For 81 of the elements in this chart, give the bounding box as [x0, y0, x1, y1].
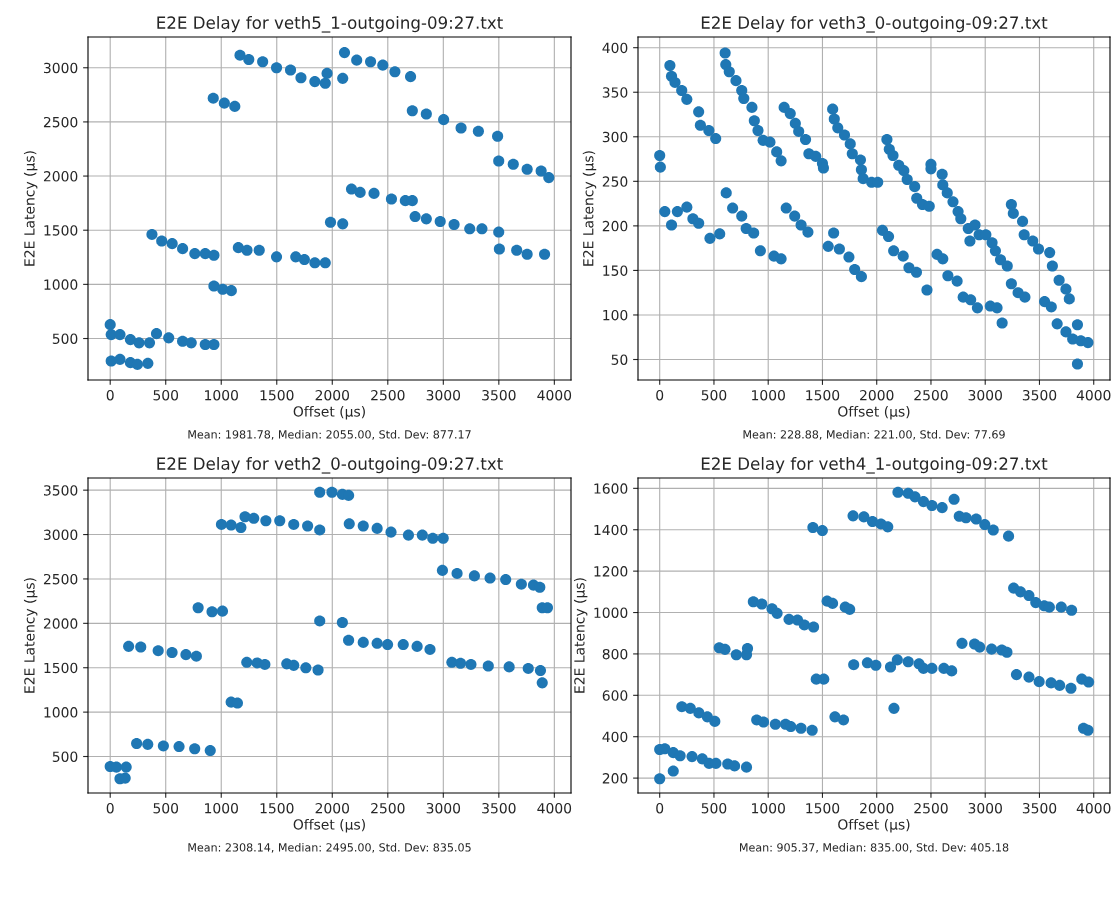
x-tick-label: 4000	[1076, 802, 1111, 814]
x-tick-label: 2500	[914, 802, 948, 814]
x-tick-label: 1000	[205, 389, 238, 401]
x-tick-label: 2000	[315, 802, 350, 814]
x-tick-label: 0	[656, 802, 664, 814]
x-tick-label: 4000	[1076, 389, 1111, 401]
x-tick-label: 500	[153, 389, 179, 401]
text: Mean: 1981.78, Median: 2055.00, Std. Dev: 877.17	[188, 430, 471, 440]
x-tick-label: 1500	[260, 389, 294, 401]
y-tick-label: 1000	[594, 607, 628, 618]
y-tick-label: 1500	[44, 662, 78, 674]
x-axis-title: Offset (µs)	[293, 405, 365, 420]
y-tick-label: 150	[603, 265, 628, 276]
x-tick-label: 3500	[482, 389, 516, 401]
y-axis-title: E2E Latency (µs)	[582, 151, 597, 266]
x-tick-label: 3000	[968, 389, 1002, 401]
x-tick-label: 1500	[806, 389, 840, 401]
chart-title: E2E Delay for veth3_0-outgoing-09:27.txt	[701, 16, 1048, 33]
x-tick-label: 3000	[426, 802, 461, 814]
y-tick-label: 400	[602, 42, 628, 54]
y-tick-label: 50	[611, 354, 628, 365]
x-tick-label: 1000	[752, 389, 785, 401]
text: Mean: 905.37, Median: 835.00, Std. Dev: 405.18	[740, 843, 1009, 853]
x-tick-label: 0	[656, 389, 664, 401]
x-tick-label: 2500	[371, 389, 405, 401]
y-tick-label: 2500	[43, 116, 78, 128]
x-tick-label: 1000	[752, 802, 785, 814]
x-tick-label: 4000	[537, 389, 572, 401]
y-tick-label: 2000	[43, 171, 78, 182]
y-axis-title: E2E Latency (µs)	[23, 151, 38, 266]
y-tick-label: 1000	[44, 707, 78, 718]
x-tick-label: 500	[701, 389, 727, 401]
x-tick-label: 3000	[968, 802, 1002, 814]
y-tick-label: 300	[602, 131, 628, 143]
y-tick-label: 200	[602, 773, 628, 784]
x-axis-title: Offset (µs)	[293, 818, 365, 833]
x-tick-label: 3500	[1022, 802, 1057, 814]
text: Mean: 228.88, Median: 221.00, Std. Dev: 77.69	[743, 430, 1005, 440]
y-tick-label: 1200	[594, 566, 628, 577]
y-axis-title: E2E Latency (µs)	[573, 578, 588, 693]
y-tick-label: 1400	[594, 524, 628, 536]
y-tick-label: 1000	[44, 279, 78, 290]
x-tick-label: 4000	[537, 802, 572, 814]
chart-title: E2E Delay for veth5_1-outgoing-09:27.txt	[157, 16, 503, 33]
x-tick-label: 3000	[426, 389, 461, 401]
y-tick-label: 500	[52, 751, 78, 762]
y-tick-label: 1600	[594, 483, 628, 494]
y-tick-label: 800	[602, 648, 628, 660]
x-axis-title: Offset (µs)	[838, 405, 910, 420]
x-tick-label: 1500	[260, 802, 294, 814]
y-axis-title: E2E Latency (µs)	[23, 578, 38, 693]
text: Mean: 2308.14, Median: 2495.00, Std. Dev: 835.05	[188, 843, 471, 853]
x-tick-label: 1000	[205, 802, 238, 814]
x-tick-label: 0	[106, 802, 114, 814]
x-tick-label: 2500	[371, 802, 405, 814]
x-tick-label: 500	[153, 802, 179, 814]
x-tick-label: 0	[106, 389, 114, 401]
y-tick-label: 250	[602, 176, 628, 187]
chart-title: E2E Delay for veth4_1-outgoing-09:27.txt	[701, 457, 1048, 474]
x-tick-label: 2000	[315, 389, 350, 401]
y-tick-label: 3500	[43, 485, 78, 496]
y-tick-label: 2500	[43, 573, 78, 585]
y-tick-label: 100	[603, 309, 628, 321]
x-tick-label: 2000	[860, 802, 894, 814]
y-tick-label: 200	[602, 220, 628, 232]
y-tick-label: 350	[602, 87, 628, 98]
x-tick-label: 2000	[860, 389, 894, 401]
y-tick-label: 400	[602, 731, 628, 743]
y-tick-label: 500	[52, 333, 78, 344]
x-tick-label: 2500	[914, 389, 948, 401]
x-tick-label: 3500	[1022, 389, 1057, 401]
x-axis-title: Offset (µs)	[838, 818, 910, 833]
y-tick-label: 1500	[44, 225, 78, 236]
x-tick-label: 500	[701, 802, 727, 814]
x-tick-label: 1500	[806, 802, 840, 814]
chart-title: E2E Delay for veth2_0-outgoing-09:27.txt	[157, 457, 503, 474]
y-tick-label: 3000	[43, 62, 78, 74]
y-tick-label: 2000	[43, 618, 78, 629]
y-tick-label: 600	[602, 690, 628, 701]
x-tick-label: 3500	[482, 802, 516, 814]
y-tick-label: 3000	[43, 529, 78, 541]
